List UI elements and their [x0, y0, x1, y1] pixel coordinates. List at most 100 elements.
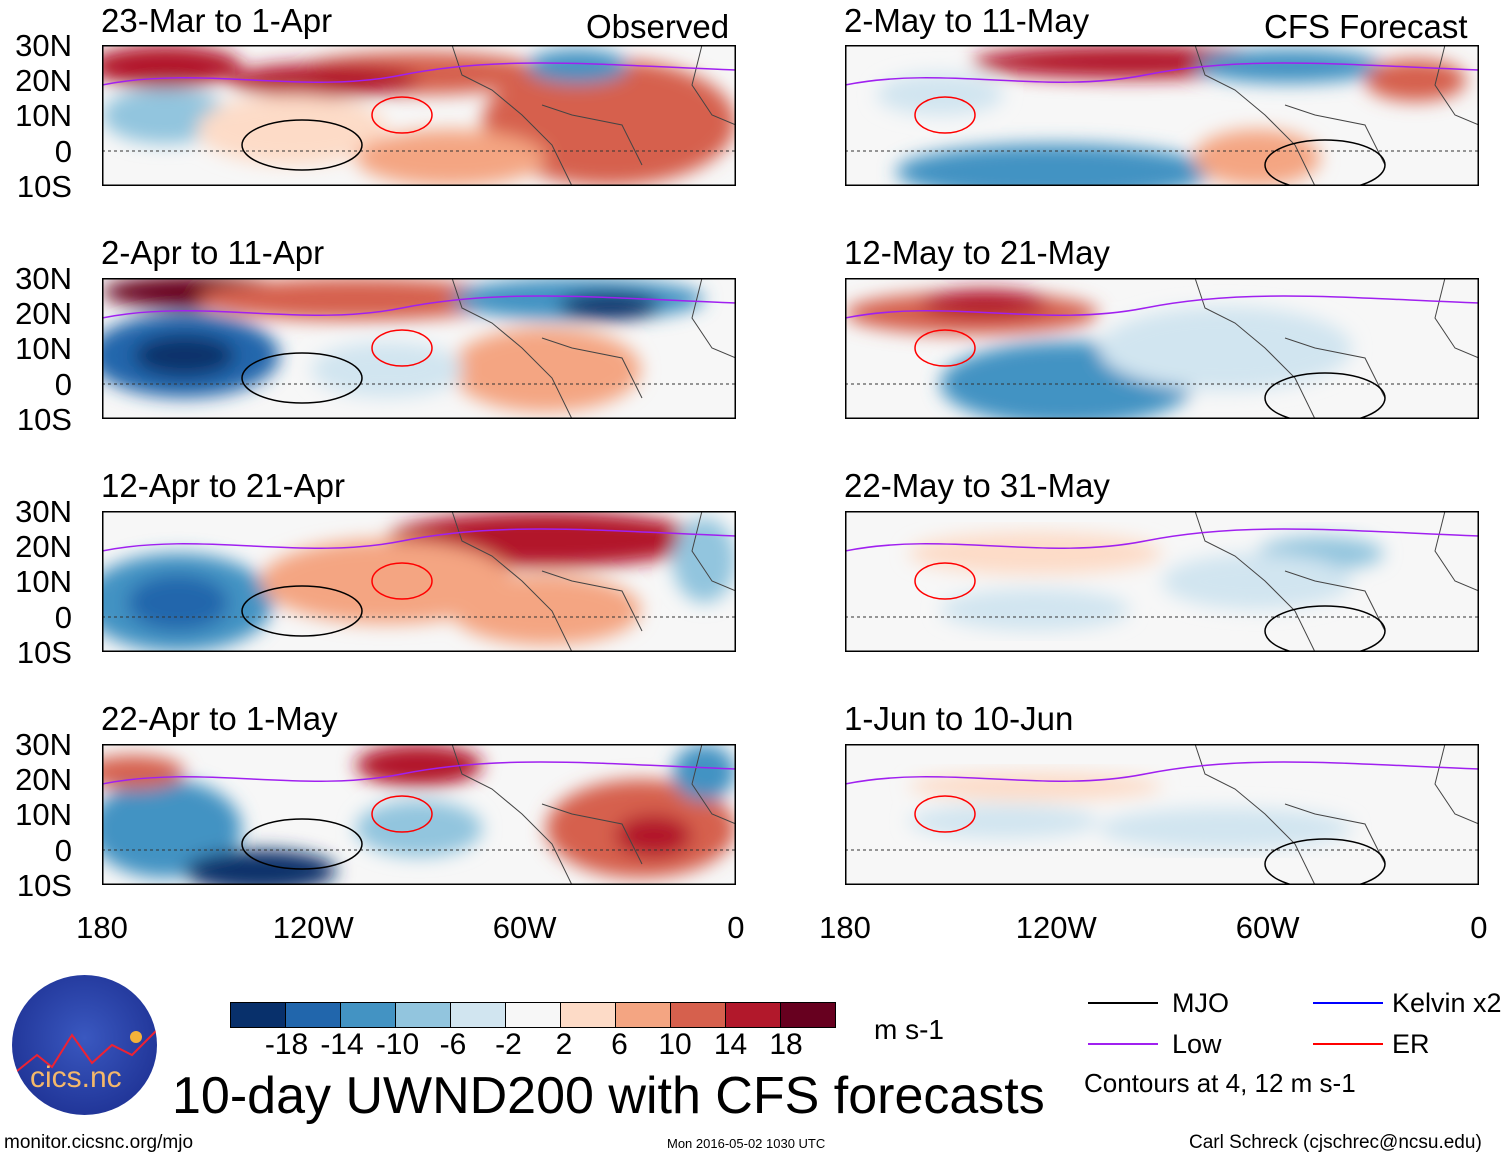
anomaly-region [876, 73, 1004, 116]
anomaly-region [197, 278, 515, 321]
anomaly-region [895, 143, 1213, 186]
anomaly-region [1364, 59, 1467, 102]
lon-label: 60W [1235, 910, 1300, 945]
anomaly-region [908, 532, 1162, 575]
colorbar-label: 18 [769, 1028, 803, 1061]
lon-label: 0 [1470, 910, 1488, 945]
er-contour [914, 562, 976, 600]
anomaly-region [311, 341, 464, 398]
colorbar-label: 6 [611, 1028, 628, 1061]
lon-label: 180 [819, 910, 871, 945]
lat-label: 30N [15, 28, 72, 63]
legend-low: Low [1172, 1029, 1222, 1059]
mjo-contour [241, 352, 363, 404]
contour-note: Contours at 4, 12 m s-1 [1084, 1068, 1356, 1098]
low-contour [845, 62, 1479, 86]
colorbar-label: 2 [555, 1028, 573, 1061]
anomaly-region [450, 574, 641, 645]
colorbar-swatch [726, 1003, 781, 1027]
lat-label: 10S [16, 401, 72, 437]
lat-label: 30N [15, 494, 72, 529]
er-contour [371, 96, 433, 134]
anomaly-region [355, 129, 546, 186]
anomaly-region [450, 327, 641, 412]
colorbar-label: -10 [375, 1028, 420, 1061]
coastline [451, 511, 736, 652]
lat-label: 10S [16, 168, 72, 204]
anomaly-region [355, 744, 483, 787]
anomaly-region [1193, 129, 1321, 186]
forecast-header: CFS Forecast [1264, 8, 1468, 45]
lat-label: 0 [54, 832, 72, 868]
colorbar-swatch [561, 1003, 616, 1027]
lat-label: 20N [15, 529, 72, 565]
panel-title: 2-Apr to 11-Apr [101, 234, 325, 271]
coastline [1194, 511, 1479, 652]
er-contour [371, 329, 433, 367]
low-contour [102, 295, 736, 319]
anomaly-region [672, 744, 736, 801]
panel-title: 22-May to 31-May [844, 467, 1110, 504]
lat-label: 10N [15, 564, 72, 600]
anomaly-region [197, 94, 388, 165]
source-url[interactable]: monitor.cicsnc.org/mjo [4, 1132, 194, 1153]
low-contour [102, 62, 736, 86]
mjo-contour [1264, 838, 1386, 885]
anomaly-region [526, 49, 629, 84]
colorbar-swatch [341, 1003, 396, 1027]
map-panel [102, 744, 736, 885]
er-contour [914, 329, 976, 367]
map-panel [845, 744, 1479, 885]
coastline [451, 278, 736, 419]
anomaly-region [127, 574, 229, 631]
lon-label: 180 [76, 910, 128, 945]
mjo-contour [1264, 605, 1386, 652]
colorbar-swatch [396, 1003, 451, 1027]
low-contour [845, 761, 1479, 785]
map-panel [845, 511, 1479, 652]
anomaly-region [672, 518, 736, 603]
anomaly-region [908, 804, 1099, 839]
anomaly-region [1193, 49, 1384, 84]
panel-title: 1-Jun to 10-Jun [844, 700, 1074, 737]
panel-title: 12-May to 21-May [844, 234, 1110, 271]
coastline [451, 45, 736, 186]
legend-mjo: MJO [1172, 988, 1229, 1018]
credit: Carl Schreck (cjschrec@ncsu.edu) [1189, 1132, 1482, 1153]
colorbar [230, 1002, 836, 1028]
anomaly-region [228, 63, 419, 98]
colorbar-swatch [286, 1003, 341, 1027]
colorbar-label: -6 [439, 1028, 467, 1061]
lat-label: 10S [16, 634, 72, 670]
colorbar-label: -18 [264, 1028, 309, 1061]
low-contour [102, 528, 736, 552]
legend-mjo-line [1088, 1002, 1158, 1004]
er-contour [371, 562, 433, 600]
colorbar-swatch [671, 1003, 726, 1027]
colorbar-label: 14 [713, 1028, 748, 1061]
lat-label: 20N [15, 296, 72, 332]
lon-label: 60W [492, 910, 557, 945]
colorbar-swatch [451, 1003, 506, 1027]
anomaly-region [908, 772, 1162, 801]
anomaly-region [133, 334, 236, 377]
logo-text: cics.nc [30, 1061, 122, 1094]
lat-label: 10N [15, 98, 72, 134]
anomaly-region [184, 849, 337, 885]
legend-er: ER [1392, 1029, 1430, 1059]
mjo-contour [1264, 139, 1386, 186]
timestamp: Mon 2016-05-02 1030 UTC [667, 1136, 826, 1151]
map-panel [845, 45, 1479, 186]
legend-kelvin: Kelvin x2 [1392, 988, 1502, 1018]
lat-label: 0 [54, 133, 72, 169]
legend-kelvin-line [1313, 1002, 1383, 1004]
er-contour [371, 795, 433, 833]
cics-logo: cics.nc [12, 975, 157, 1115]
anomaly-region [1098, 306, 1353, 391]
coastline [451, 744, 736, 885]
lon-label: 0 [727, 910, 745, 945]
er-contour [914, 96, 976, 134]
lat-label: 0 [54, 366, 72, 402]
anomaly-region [921, 289, 1048, 318]
colorbar-label: -2 [495, 1028, 522, 1061]
